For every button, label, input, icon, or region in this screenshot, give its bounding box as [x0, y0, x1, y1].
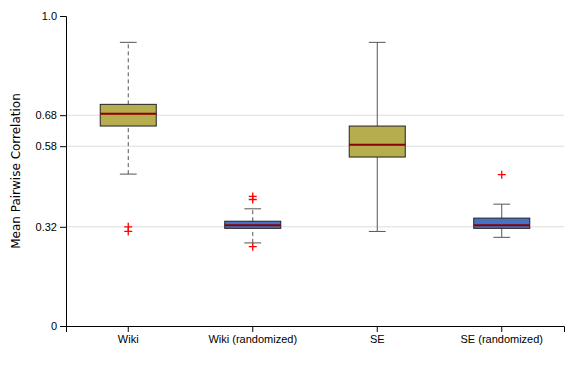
box-group [349, 42, 405, 231]
x-tick: Wiki (randomized) [208, 326, 297, 345]
lower-cap [120, 174, 137, 175]
tick-label: 0.32 [36, 221, 57, 233]
upper-whisker [128, 42, 129, 104]
x-tick: SE [370, 326, 385, 345]
median [474, 224, 530, 226]
tick-label: 0.58 [36, 140, 57, 152]
upper-cap [369, 42, 386, 43]
box [225, 221, 281, 228]
tick-label: 1.0 [42, 10, 57, 22]
median [100, 113, 156, 115]
tick-label: Wiki (randomized) [208, 333, 297, 345]
tick-mark [60, 16, 66, 17]
chart: 0 0.32 0.58 0.68 1.0 Wiki Wiki (randomized) SE S… [0, 0, 580, 366]
upper-whisker [377, 42, 378, 126]
tick-mark [60, 146, 66, 147]
tick-mark [501, 326, 502, 332]
axis-line [60, 17, 67, 327]
upper-cap [493, 204, 510, 205]
median [225, 224, 281, 226]
box-group [225, 192, 281, 250]
tick-label: Wiki [118, 333, 139, 345]
lower-whisker [501, 228, 502, 237]
axis-line [67, 327, 565, 333]
grid [66, 115, 564, 227]
tick-mark [60, 326, 66, 327]
flier [124, 227, 132, 235]
grid-line [66, 146, 564, 147]
lower-cap [493, 237, 510, 238]
lower-whisker [252, 228, 253, 243]
flier [498, 171, 506, 179]
lower-whisker [377, 157, 378, 231]
upper-cap [244, 208, 261, 209]
y-tick: 1.0 [42, 10, 66, 22]
x-tick: Wiki [118, 326, 139, 345]
x-axis: Wiki Wiki (randomized) SE SE (randomized) [67, 326, 565, 345]
tick-mark [60, 227, 66, 228]
y-tick: 0.68 [36, 109, 66, 121]
tick-mark [377, 326, 378, 332]
tick-label: SE (randomized) [460, 333, 543, 345]
tick-mark [128, 326, 129, 332]
box [100, 104, 156, 126]
y-tick: 0.32 [36, 221, 66, 233]
y-axis: 0 0.32 0.58 0.68 1.0 [36, 10, 67, 332]
box-group [474, 171, 530, 238]
plot-area [100, 42, 530, 250]
flier [249, 243, 257, 251]
upper-whisker [501, 204, 502, 218]
y-tick: 0.58 [36, 140, 66, 152]
tick-mark [252, 326, 253, 332]
tick-label: SE [370, 333, 385, 345]
upper-cap [120, 42, 137, 43]
tick-label: 0 [51, 320, 57, 332]
lower-whisker [128, 126, 129, 174]
y-tick: 0 [51, 320, 66, 332]
box [349, 126, 405, 157]
upper-whisker [252, 209, 253, 221]
y-axis-title: Mean Pairwise Correlation [9, 93, 23, 249]
tick-mark [60, 115, 66, 116]
box-group [100, 42, 156, 235]
x-tick: SE (randomized) [460, 326, 543, 345]
flier [249, 192, 257, 200]
tick-label: 0.68 [36, 109, 57, 121]
lower-cap [369, 231, 386, 232]
box [474, 218, 530, 228]
median [349, 144, 405, 146]
